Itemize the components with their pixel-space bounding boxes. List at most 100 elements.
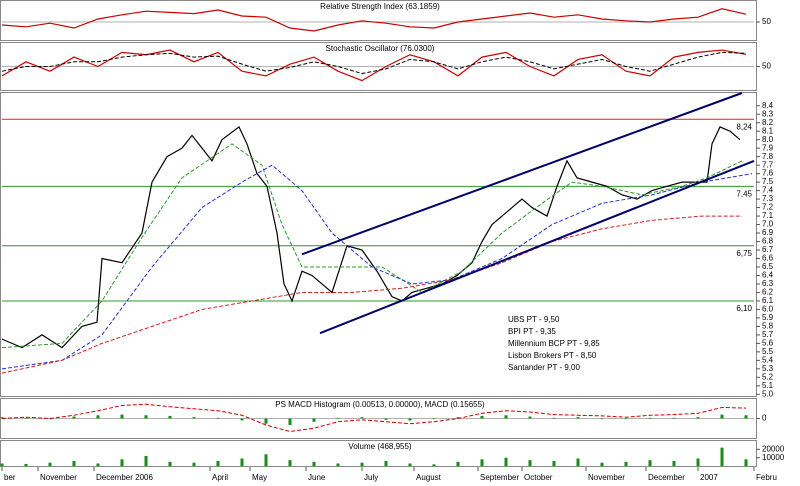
series-line	[1, 49, 747, 82]
x-tick-label: August	[416, 473, 442, 482]
panel-title: Volume (468,955)	[348, 442, 411, 451]
bar	[456, 417, 460, 419]
y-tick-label: 7.5	[762, 177, 774, 186]
bar	[696, 458, 700, 466]
y-tick-label: 5.6	[762, 338, 774, 347]
y-tick-label: 7.2	[762, 203, 774, 212]
bar	[480, 415, 484, 419]
bar	[432, 464, 436, 466]
bar	[312, 418, 316, 422]
bar	[624, 461, 628, 466]
y-tick-label: 50	[762, 17, 771, 26]
y-tick-label: 6.2	[762, 288, 774, 297]
panel-frame	[0, 92, 757, 397]
bar	[120, 414, 124, 419]
series-line	[1, 8, 747, 32]
bar	[96, 415, 100, 419]
annotation: Lisbon Brokers PT - 8,50	[508, 351, 597, 360]
y-tick-label: 7.6	[762, 169, 774, 178]
y-tick-label: 5.7	[762, 330, 774, 339]
x-tick-label: December	[648, 473, 685, 482]
bar	[648, 460, 652, 466]
annotation: Santander PT - 9,00	[508, 363, 580, 372]
bar	[336, 417, 340, 419]
trend-line	[301, 92, 743, 256]
annotation: BPI PT - 9,35	[508, 327, 556, 336]
bar	[456, 461, 460, 466]
bar	[528, 460, 532, 466]
series-line	[1, 164, 753, 370]
level-label: 6,10	[736, 304, 752, 313]
series-line	[1, 403, 747, 433]
x-tick-label: 2007	[700, 473, 718, 482]
x-tick-label: June	[308, 473, 326, 482]
bar	[24, 417, 28, 419]
y-tick-label: 7.3	[762, 194, 774, 203]
y-tick-label: 6.7	[762, 245, 774, 254]
bar	[264, 454, 268, 466]
y-tick-label: 5.0	[762, 389, 774, 398]
y-tick-label: 5.4	[762, 355, 774, 364]
x-tick-label: December 2006	[96, 473, 153, 482]
bar	[600, 418, 604, 420]
bar	[624, 418, 628, 420]
bar	[144, 456, 148, 466]
y-tick-label: 6.3	[762, 279, 774, 288]
bar	[216, 461, 220, 466]
bar	[0, 463, 4, 466]
bar	[240, 458, 244, 466]
level-label: 6,75	[736, 249, 752, 258]
series-line	[1, 215, 742, 374]
bar	[48, 462, 52, 466]
series-line	[1, 143, 743, 349]
bar	[432, 418, 436, 420]
bar	[240, 418, 244, 421]
panel-title: PS MACD Histogram (0.00513, 0.00000), MA…	[275, 400, 485, 409]
y-tick-label: 8.1	[762, 126, 774, 135]
y-tick-label: 6.1	[762, 296, 774, 305]
bar	[600, 462, 604, 466]
y-tick-label: 7.9	[762, 143, 774, 152]
bar	[408, 418, 412, 421]
panel-frame	[0, 0, 757, 41]
y-tick-label: 8.4	[762, 101, 774, 110]
y-tick-label: 7.0	[762, 220, 774, 229]
bar	[696, 417, 700, 419]
y-tick-label: 6.0	[762, 305, 774, 314]
bar	[192, 462, 196, 466]
y-tick-label: 5.9	[762, 313, 774, 322]
y-tick-label: 7.1	[762, 211, 774, 220]
bar	[216, 417, 220, 419]
trend-line	[319, 159, 755, 335]
bar	[504, 457, 508, 466]
x-tick-label: ber	[4, 473, 16, 482]
y-tick-label: 7.7	[762, 160, 774, 169]
y-tick-label: 6.6	[762, 254, 774, 263]
bar	[192, 417, 196, 419]
bar	[744, 459, 748, 466]
bar	[672, 417, 676, 419]
y-tick-label: 0	[762, 414, 767, 423]
bar	[24, 463, 28, 466]
y-tick-label: 50	[762, 62, 771, 71]
x-tick-label: November	[588, 473, 625, 482]
bar	[312, 461, 316, 466]
x-tick-label: May	[252, 473, 267, 482]
y-tick-label: 6.5	[762, 262, 774, 271]
bar	[480, 459, 484, 466]
bar	[96, 463, 100, 466]
bar	[72, 416, 76, 419]
bar	[720, 414, 724, 419]
y-tick-label: 20000	[762, 444, 785, 453]
bar	[168, 415, 172, 419]
panel-title: Stochastic Oscillator (76.0300)	[326, 44, 435, 53]
bar	[528, 416, 532, 419]
y-tick-label: 5.8	[762, 322, 774, 331]
y-tick-label: 5.5	[762, 347, 774, 356]
panel-frame	[0, 440, 757, 467]
panel-title: Relative Strength Index (63.1859)	[320, 2, 440, 11]
bar	[552, 461, 556, 466]
bar	[384, 461, 388, 466]
bar	[576, 417, 580, 419]
x-tick-label: October	[524, 473, 553, 482]
